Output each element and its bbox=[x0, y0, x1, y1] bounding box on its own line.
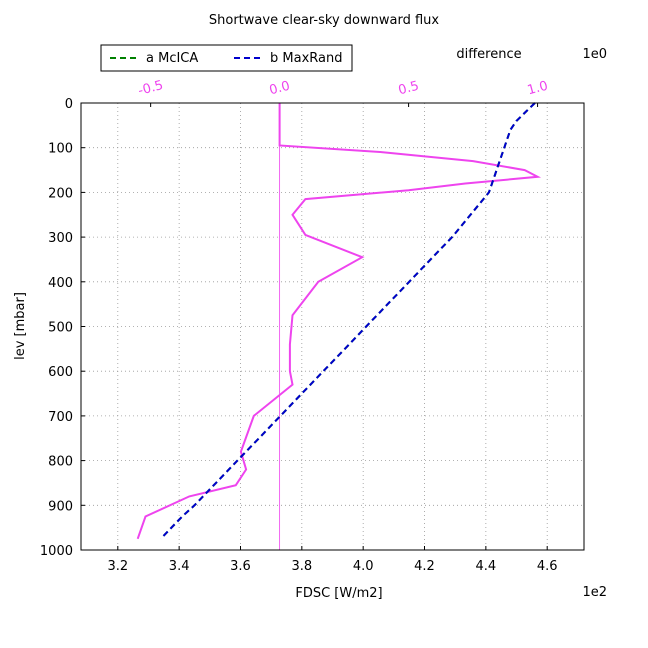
y-axis-label: lev [mbar] bbox=[13, 292, 28, 360]
y-tick-label: 600 bbox=[48, 365, 73, 380]
difference-tick-label: 0.5 bbox=[397, 79, 421, 99]
x-tick-label: 3.4 bbox=[169, 559, 190, 574]
x-tick-label: 4.2 bbox=[414, 559, 435, 574]
difference-tick-label: 1.0 bbox=[526, 79, 550, 99]
plot-frame bbox=[80, 102, 585, 551]
y-tick-label: 1000 bbox=[40, 544, 73, 559]
x-tick-label: 3.8 bbox=[291, 559, 312, 574]
x-tick-label: 3.6 bbox=[230, 559, 251, 574]
x-tick-label: 4.4 bbox=[476, 559, 497, 574]
series-line-1 bbox=[159, 102, 536, 540]
grid-lines bbox=[81, 102, 584, 551]
difference-axis-ticks: -0.5 0.0 0.5 1.0 bbox=[137, 78, 550, 107]
difference-axis-offset-label: 1e0 bbox=[582, 47, 607, 62]
x-axis-label: FDSC [W/m2] bbox=[295, 586, 382, 601]
y-tick-label: 300 bbox=[48, 231, 73, 246]
y-tick-label: 0 bbox=[65, 97, 73, 112]
difference-tick-label: -0.5 bbox=[137, 78, 165, 99]
x-axis-offset-label: 1e2 bbox=[582, 585, 607, 600]
y-tick-label: 800 bbox=[48, 455, 73, 470]
y-tick-label: 900 bbox=[48, 499, 73, 514]
x-tick-label: 4.0 bbox=[353, 559, 374, 574]
x-tick-label: 4.6 bbox=[537, 559, 558, 574]
legend: a McICA b MaxRand bbox=[100, 44, 353, 72]
chart-title: Shortwave clear-sky downward flux bbox=[209, 13, 440, 28]
y-axis-ticks: 0 100 200 300 400 500 600 700 800 900 1000 bbox=[40, 97, 85, 559]
y-tick-label: 700 bbox=[48, 410, 73, 425]
legend-label-b: b MaxRand bbox=[270, 51, 342, 66]
y-tick-label: 200 bbox=[48, 186, 73, 201]
legend-label-a: a McICA bbox=[146, 51, 198, 66]
series-lines bbox=[136, 102, 542, 550]
x-axis-ticks: 3.2 3.4 3.6 3.8 4.0 4.2 4.4 4.6 bbox=[107, 546, 558, 574]
y-tick-label: 400 bbox=[48, 276, 73, 291]
difference-axis-label: difference bbox=[456, 47, 521, 62]
y-tick-label: 100 bbox=[48, 142, 73, 157]
legend-box bbox=[100, 44, 353, 72]
x-tick-label: 3.2 bbox=[107, 559, 128, 574]
difference-line bbox=[136, 103, 542, 540]
y-tick-label: 500 bbox=[48, 321, 73, 336]
difference-tick-label: 0.0 bbox=[268, 79, 292, 99]
